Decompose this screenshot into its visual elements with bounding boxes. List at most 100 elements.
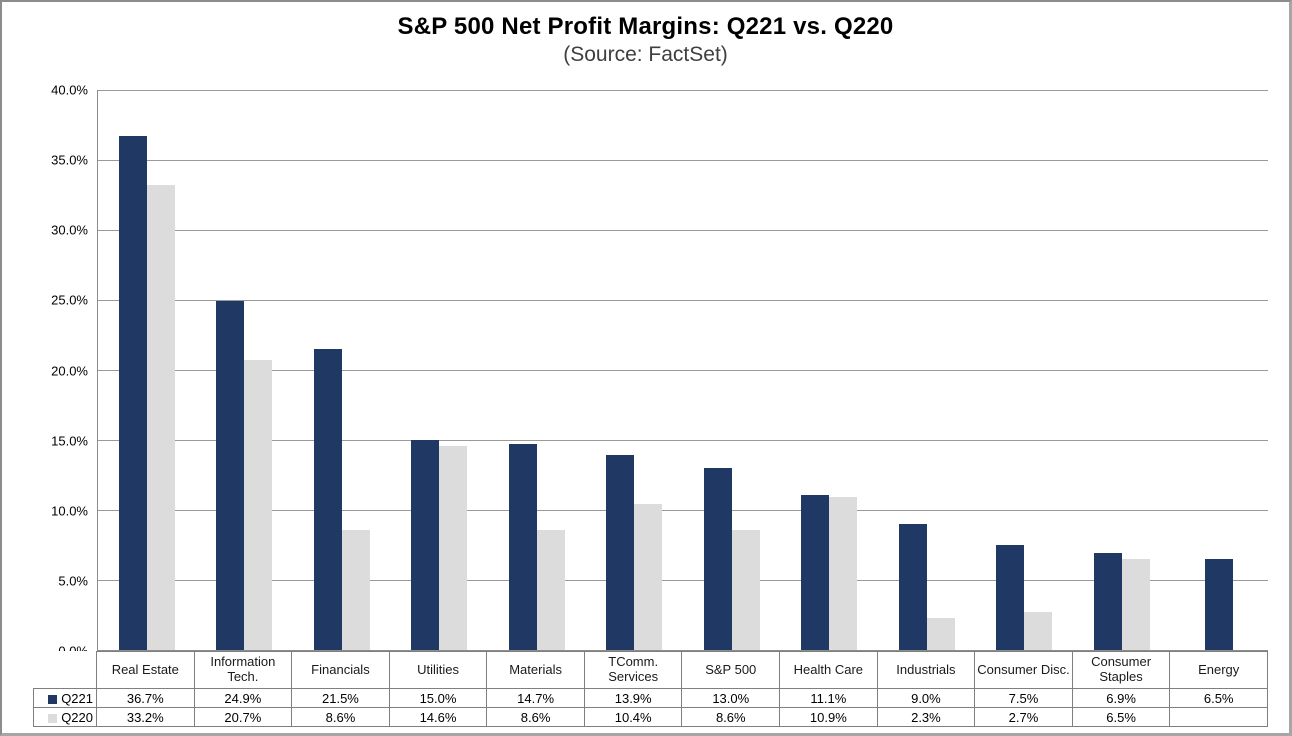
category-header-energy: Energy: [1169, 651, 1268, 689]
bar-q220-consumer-staples: [1121, 559, 1150, 650]
value-cell-q220-industrials: 2.3%: [876, 707, 976, 727]
bar-q220-s-p-500: [731, 529, 760, 650]
legend-swatch-q221: [48, 694, 58, 704]
category-header-real-estate: Real Estate: [96, 651, 195, 689]
table-row-q220: Q220 33.2% 20.7% 8.6% 14.6% 8.6% 10.4% 8.6% 10.9…: [33, 707, 1268, 727]
bar-q221-financials: [313, 349, 342, 650]
bar-q221-consumer-staples: [1093, 553, 1122, 650]
value-cell-q221-consumer-staples: 6.9%: [1071, 688, 1171, 708]
gridline: [98, 90, 1268, 91]
value-cell-q220-financials: 8.6%: [291, 707, 390, 727]
bar-q220-health-care: [829, 497, 858, 650]
bar-q221-materials: [508, 444, 537, 650]
category-header-consumer-disc: Consumer Disc.: [974, 651, 1073, 689]
category-header-information-tech: Information Tech.: [193, 651, 293, 689]
legend-swatch-q220: [48, 713, 58, 723]
gridline: [98, 370, 1268, 371]
bar-q220-tcomm-services: [634, 504, 663, 650]
bar-q221-s-p-500: [703, 468, 732, 650]
value-cell-q220-s-p-500: 8.6%: [681, 707, 781, 727]
category-header-tcomm-services: TComm. Services: [583, 651, 683, 689]
category-header-utilities: Utilities: [388, 651, 488, 689]
bar-q220-industrials: [926, 617, 955, 650]
y-axis-label: 10.0%: [51, 503, 88, 519]
category-group-financials: [293, 90, 391, 650]
y-axis-label: 15.0%: [51, 433, 88, 449]
value-cell-q220-real-estate: 33.2%: [96, 707, 195, 727]
bar-q221-energy: [1205, 559, 1234, 650]
category-group-consumer-staples: [1073, 90, 1171, 650]
value-cell-q221-utilities: 15.0%: [388, 688, 488, 708]
category-group-information-tech: [196, 90, 294, 650]
chart-title: S&P 500 Net Profit Margins: Q221 vs. Q22…: [397, 13, 894, 40]
category-header-s-p-500: S&P 500: [681, 651, 781, 689]
value-cell-q221-energy: 6.5%: [1169, 688, 1268, 708]
bar-q221-utilities: [411, 440, 440, 650]
value-cell-q220-consumer-staples: 6.5%: [1071, 707, 1171, 727]
bar-q221-health-care: [801, 494, 830, 650]
gridline: [98, 510, 1268, 511]
bar-q221-consumer-disc: [996, 545, 1025, 650]
y-axis-label: 25.0%: [51, 292, 88, 308]
gridline: [98, 300, 1268, 301]
category-group-industrials: [878, 90, 976, 650]
gridline: [98, 580, 1268, 581]
bar-q221-information-tech: [216, 301, 245, 650]
value-cell-q220-utilities: 14.6%: [388, 707, 488, 727]
value-cell-q221-materials: 14.7%: [486, 688, 585, 708]
bar-q221-tcomm-services: [606, 455, 635, 650]
bar-q220-utilities: [439, 445, 468, 650]
bar-q221-real-estate: [118, 136, 147, 650]
category-group-consumer-disc: [976, 90, 1074, 650]
category-header-industrials: Industrials: [876, 651, 976, 689]
bar-q220-materials: [536, 529, 565, 650]
bar-q220-financials: [341, 529, 370, 650]
value-cell-q220-energy: [1169, 707, 1268, 727]
value-cell-q220-materials: 8.6%: [486, 707, 585, 727]
category-group-materials: [488, 90, 586, 650]
bar-q220-information-tech: [244, 360, 273, 650]
bar-q221-industrials: [898, 524, 927, 650]
value-cell-q220-consumer-disc: 2.7%: [974, 707, 1073, 727]
value-cell-q221-health-care: 11.1%: [779, 688, 878, 708]
category-group-tcomm-services: [586, 90, 684, 650]
value-cell-q221-financials: 21.5%: [291, 688, 390, 708]
y-axis-label: 30.0%: [51, 222, 88, 238]
category-group-utilities: [391, 90, 489, 650]
value-cell-q221-s-p-500: 13.0%: [681, 688, 781, 708]
y-axis-label: 35.0%: [51, 152, 88, 168]
value-cell-q221-industrials: 9.0%: [876, 688, 976, 708]
category-header-financials: Financials: [291, 651, 390, 689]
category-header-consumer-staples: Consumer Staples: [1071, 651, 1171, 689]
y-axis-label: 5.0%: [58, 573, 88, 589]
gridline: [98, 440, 1268, 441]
gridline: [98, 160, 1268, 161]
category-header-materials: Materials: [486, 651, 585, 689]
category-group-real-estate: [98, 90, 196, 650]
y-axis: 40.0%35.0%30.0%25.0%20.0%15.0%10.0%5.0%0…: [2, 83, 88, 659]
value-cell-q220-tcomm-services: 10.4%: [583, 707, 683, 727]
bar-q220-consumer-disc: [1024, 612, 1053, 650]
value-cell-q220-health-care: 10.9%: [779, 707, 878, 727]
plot-area: [97, 90, 1268, 651]
table-corner: [34, 652, 97, 689]
category-group-energy: [1171, 90, 1269, 650]
category-group-health-care: [781, 90, 879, 650]
bar-groups: [98, 90, 1268, 650]
category-group-s-p-500: [683, 90, 781, 650]
value-cell-q221-real-estate: 36.7%: [96, 688, 195, 708]
value-cell-q221-tcomm-services: 13.9%: [583, 688, 683, 708]
legend-cell-q221: Q221: [33, 688, 97, 708]
y-axis-label: 40.0%: [51, 82, 88, 98]
value-cell-q221-information-tech: 24.9%: [193, 688, 293, 708]
gridline: [98, 230, 1268, 231]
value-cell-q221-consumer-disc: 7.5%: [974, 688, 1073, 708]
category-header-health-care: Health Care: [779, 651, 878, 689]
bar-q220-real-estate: [146, 185, 175, 650]
y-axis-label: 20.0%: [51, 363, 88, 378]
table-row-q221: Q221 36.7% 24.9% 21.5% 15.0% 14.7% 13.9% 13.0% 1…: [33, 688, 1268, 708]
value-cell-q220-information-tech: 20.7%: [193, 707, 293, 727]
chart-subtitle: (Source: FactSet): [563, 43, 728, 66]
legend-cell-q220: Q220: [33, 707, 97, 727]
